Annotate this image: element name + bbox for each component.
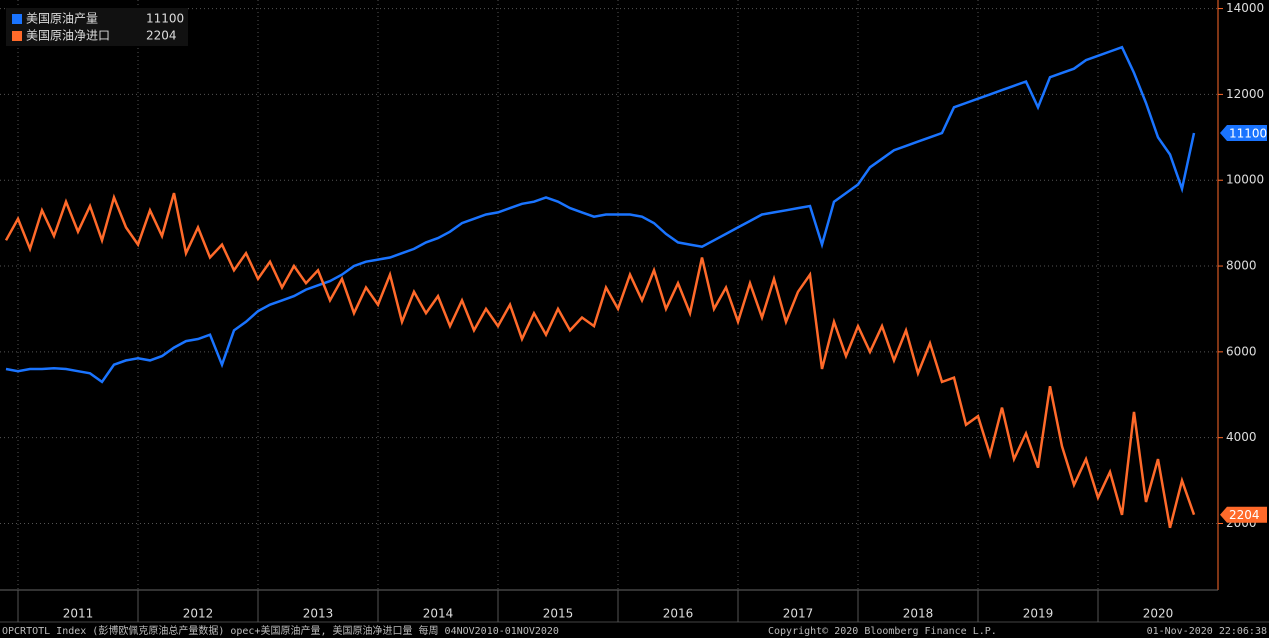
legend-swatch bbox=[12, 14, 22, 24]
x-tick-label: 2012 bbox=[183, 607, 214, 621]
x-tick-label: 2020 bbox=[1143, 607, 1174, 621]
last-value-label: 2204 bbox=[1229, 508, 1260, 522]
last-value-tag bbox=[1220, 506, 1267, 523]
copyright: Copyright© 2020 Bloomberg Finance L.P. bbox=[768, 626, 997, 637]
source: OPCRTOTL Index (彭博欧佩克原油总产量数据) opec+美国原油产… bbox=[2, 624, 559, 637]
last-value-tag bbox=[1220, 125, 1267, 142]
timestamp: 01-Nov-2020 22:06:38 bbox=[1147, 626, 1267, 637]
y-tick-label: 6000 bbox=[1226, 344, 1257, 358]
x-tick-label: 2011 bbox=[63, 607, 94, 621]
x-tick-label: 2019 bbox=[1023, 607, 1054, 621]
x-tick-label: 2015 bbox=[543, 607, 574, 621]
x-tick-label: 2017 bbox=[783, 607, 814, 621]
y-tick-label: 14000 bbox=[1226, 1, 1264, 15]
line-series bbox=[4, 192, 1196, 529]
x-tick-label: 2014 bbox=[423, 607, 454, 621]
x-tick-label: 2013 bbox=[303, 607, 334, 621]
y-tick-label: 10000 bbox=[1226, 173, 1264, 187]
y-tick-label: 12000 bbox=[1226, 87, 1264, 101]
y-tick-label: 8000 bbox=[1226, 259, 1257, 273]
legend-value: 2204 bbox=[146, 29, 177, 43]
legend-box bbox=[6, 8, 188, 46]
legend-label: 美国原油产量 bbox=[26, 12, 98, 26]
legend-value: 11100 bbox=[146, 12, 184, 26]
line-series bbox=[5, 45, 1196, 384]
x-tick-label: 2018 bbox=[903, 607, 934, 621]
last-value-label: 11100 bbox=[1229, 127, 1267, 141]
x-tick-label: 2016 bbox=[663, 607, 694, 621]
legend-swatch bbox=[12, 31, 22, 41]
y-tick-label: 4000 bbox=[1226, 430, 1257, 444]
legend-label: 美国原油净进口 bbox=[26, 29, 110, 43]
